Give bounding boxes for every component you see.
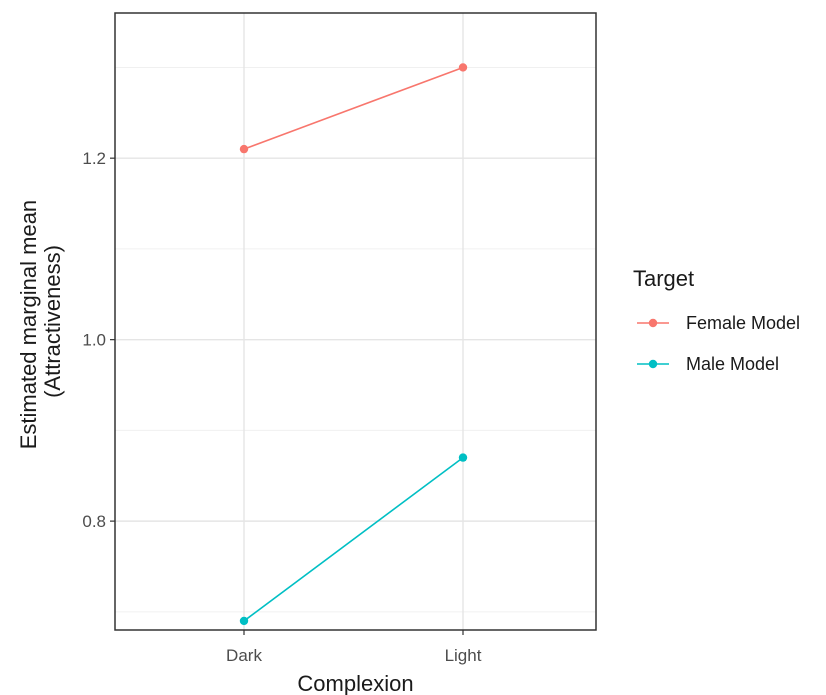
x-axis-title: Complexion xyxy=(297,671,413,695)
series-line xyxy=(243,456,464,622)
y-tick-label: 0.8 xyxy=(82,512,106,531)
x-tick-label: Dark xyxy=(226,646,262,665)
series-layer xyxy=(239,63,468,626)
y-tick-label: 1.2 xyxy=(82,149,106,168)
panel-background xyxy=(115,13,596,630)
x-tick-label: Light xyxy=(445,646,482,665)
data-point xyxy=(239,144,249,154)
legend: Target Female Model Male Model xyxy=(633,266,800,374)
data-point xyxy=(458,453,468,462)
legend-label: Male Model xyxy=(686,354,779,374)
axis-layer: 0.8 1.0 1.2 Dark Light xyxy=(82,149,481,665)
data-point xyxy=(458,63,468,72)
y-axis-title-line2: (Attractiveness) xyxy=(40,245,65,398)
y-axis-title: Estimated marginal mean (Attractiveness) xyxy=(16,194,65,450)
panel-border xyxy=(114,12,597,631)
legend-key-point xyxy=(648,318,658,328)
grid-layer xyxy=(115,13,596,630)
y-tick-label: 1.0 xyxy=(82,331,106,350)
legend-label: Female Model xyxy=(686,313,800,333)
series-line xyxy=(243,66,464,150)
data-point xyxy=(239,616,249,626)
legend-items: Female Model Male Model xyxy=(637,313,800,374)
legend-title: Target xyxy=(633,266,694,291)
legend-key-point xyxy=(648,359,658,369)
y-axis-title-line1: Estimated marginal mean xyxy=(16,200,41,449)
